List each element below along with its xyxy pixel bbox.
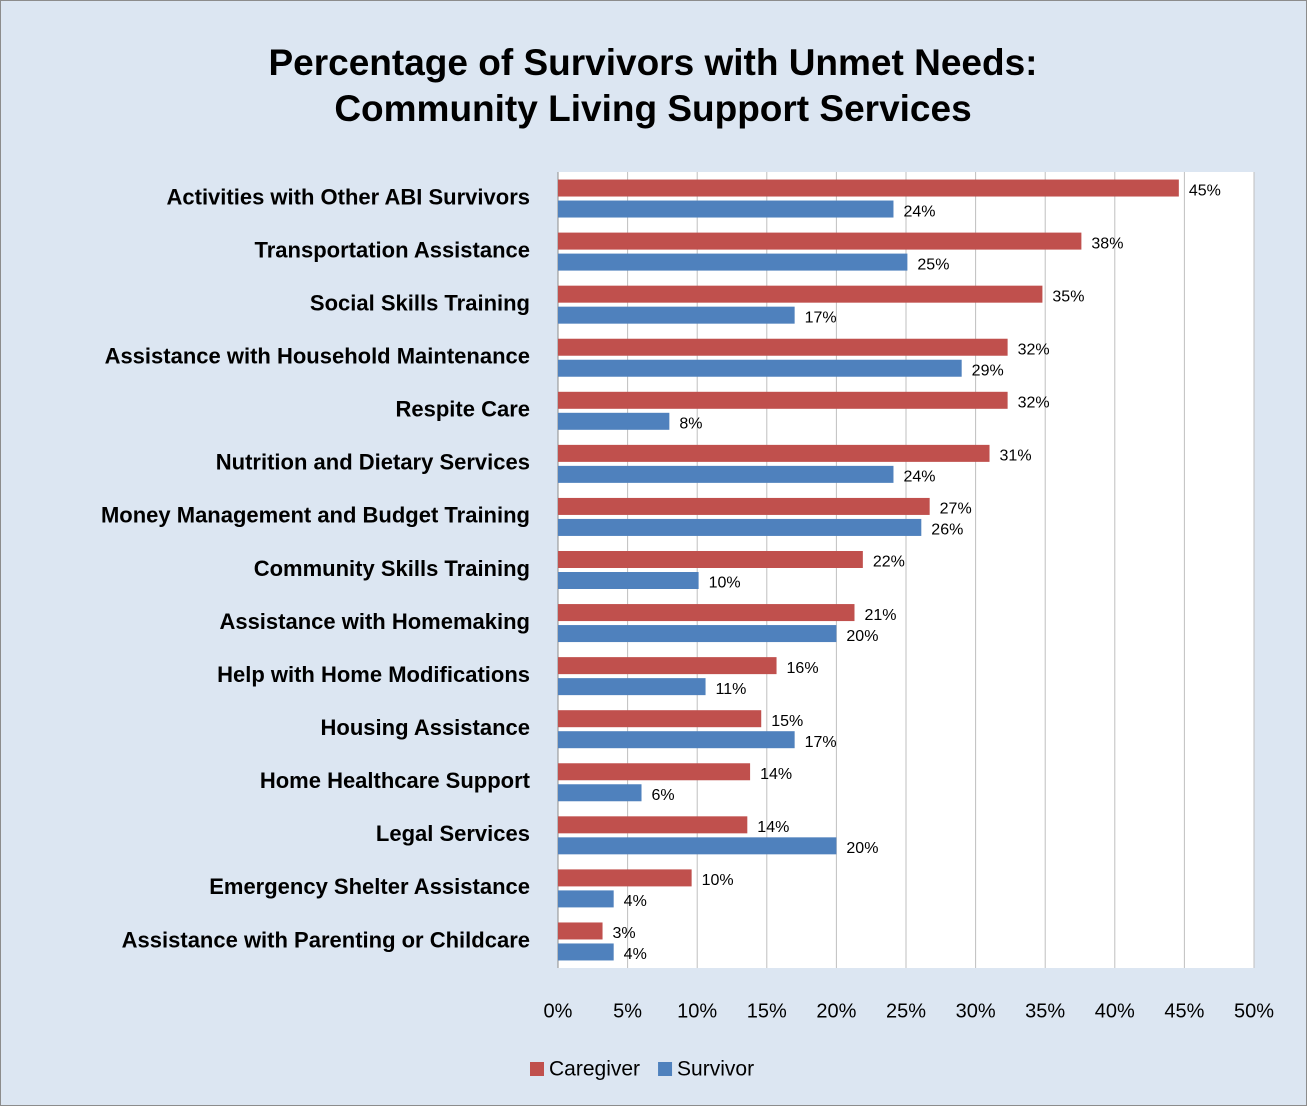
x-tick-label: 45% — [1164, 1000, 1204, 1022]
data-label: 24% — [903, 469, 935, 486]
data-label: 22% — [873, 554, 905, 571]
category-label: Assistance with Homemaking — [219, 609, 530, 634]
data-label: 10% — [702, 872, 734, 889]
legend-swatch — [530, 1062, 544, 1076]
x-tick-label: 50% — [1234, 1000, 1274, 1022]
category-label: Nutrition and Dietary Services — [216, 450, 530, 475]
bar — [558, 731, 795, 749]
data-label: 29% — [972, 362, 1004, 379]
bar — [558, 285, 1043, 303]
bar — [558, 922, 603, 940]
bar — [558, 200, 894, 218]
bar — [558, 943, 614, 961]
data-label: 8% — [679, 416, 702, 433]
data-label: 14% — [760, 766, 792, 783]
x-tick-label: 15% — [747, 1000, 787, 1022]
data-label: 21% — [864, 607, 896, 624]
bar — [558, 763, 751, 781]
data-label: 20% — [846, 628, 878, 645]
bar — [558, 465, 894, 483]
category-label: Assistance with Parenting or Childcare — [122, 927, 530, 952]
bar — [558, 306, 795, 324]
bar — [558, 338, 1008, 356]
x-tick-label: 40% — [1095, 1000, 1135, 1022]
category-label: Respite Care — [395, 397, 530, 422]
bar — [558, 253, 908, 271]
x-tick-label: 30% — [956, 1000, 996, 1022]
bar — [558, 518, 922, 536]
bar — [558, 784, 642, 802]
category-label: Help with Home Modifications — [217, 662, 530, 687]
legend-swatch — [658, 1062, 673, 1076]
x-tick-label: 35% — [1025, 1000, 1065, 1022]
bar — [558, 232, 1082, 250]
data-label: 27% — [940, 501, 972, 518]
data-label: 16% — [787, 660, 819, 677]
data-label: 3% — [613, 925, 636, 942]
data-label: 32% — [1018, 395, 1050, 412]
data-label: 25% — [917, 256, 949, 273]
bar — [558, 869, 692, 887]
category-label: Assistance with Household Maintenance — [105, 344, 530, 369]
bar — [558, 444, 990, 462]
category-label: Housing Assistance — [321, 715, 530, 740]
bar — [558, 572, 699, 589]
category-label: Emergency Shelter Assistance — [209, 874, 530, 899]
bar — [558, 604, 855, 622]
category-label: Social Skills Training — [310, 290, 530, 315]
data-label: 11% — [716, 681, 747, 698]
x-tick-label: 5% — [613, 1000, 642, 1022]
bar — [558, 412, 670, 430]
legend-label: Survivor — [677, 1058, 754, 1081]
data-label: 17% — [805, 309, 837, 326]
data-label: 17% — [805, 734, 837, 751]
x-tick-label: 0% — [544, 1000, 573, 1022]
data-label: 15% — [771, 713, 803, 730]
bar — [558, 625, 837, 643]
bar — [558, 890, 614, 908]
category-label: Money Management and Budget Training — [101, 503, 530, 528]
bar — [558, 837, 837, 855]
category-label: Legal Services — [376, 821, 530, 846]
data-label: 26% — [931, 522, 963, 539]
data-label: 38% — [1091, 235, 1123, 252]
x-tick-label: 10% — [677, 1000, 717, 1022]
data-label: 20% — [846, 840, 878, 857]
x-tick-label: 20% — [816, 1000, 856, 1022]
data-label: 4% — [624, 946, 647, 963]
bar — [558, 678, 706, 696]
chart-title: Percentage of Survivors with Unmet Needs… — [269, 42, 1038, 83]
data-label: 24% — [903, 203, 935, 220]
data-label: 32% — [1018, 341, 1050, 358]
bar — [558, 816, 748, 834]
category-label: Transportation Assistance — [255, 237, 530, 262]
bar — [558, 179, 1179, 197]
category-label: Community Skills Training — [254, 556, 530, 581]
bar — [558, 497, 930, 515]
bar — [558, 391, 1008, 409]
data-label: 14% — [757, 819, 789, 836]
bar — [558, 359, 962, 377]
legend-label: Caregiver — [549, 1058, 640, 1081]
bar — [558, 551, 863, 568]
x-tick-label: 25% — [886, 1000, 926, 1022]
bar — [558, 657, 777, 675]
bar — [558, 710, 762, 728]
category-label: Home Healthcare Support — [260, 768, 531, 793]
data-label: 35% — [1052, 288, 1084, 305]
chart-title: Community Living Support Services — [334, 88, 971, 129]
data-label: 10% — [709, 575, 741, 592]
category-label: Activities with Other ABI Survivors — [167, 184, 531, 209]
data-label: 6% — [652, 787, 675, 804]
data-label: 45% — [1189, 182, 1221, 199]
data-label: 4% — [624, 893, 647, 910]
data-label: 31% — [1000, 448, 1032, 465]
